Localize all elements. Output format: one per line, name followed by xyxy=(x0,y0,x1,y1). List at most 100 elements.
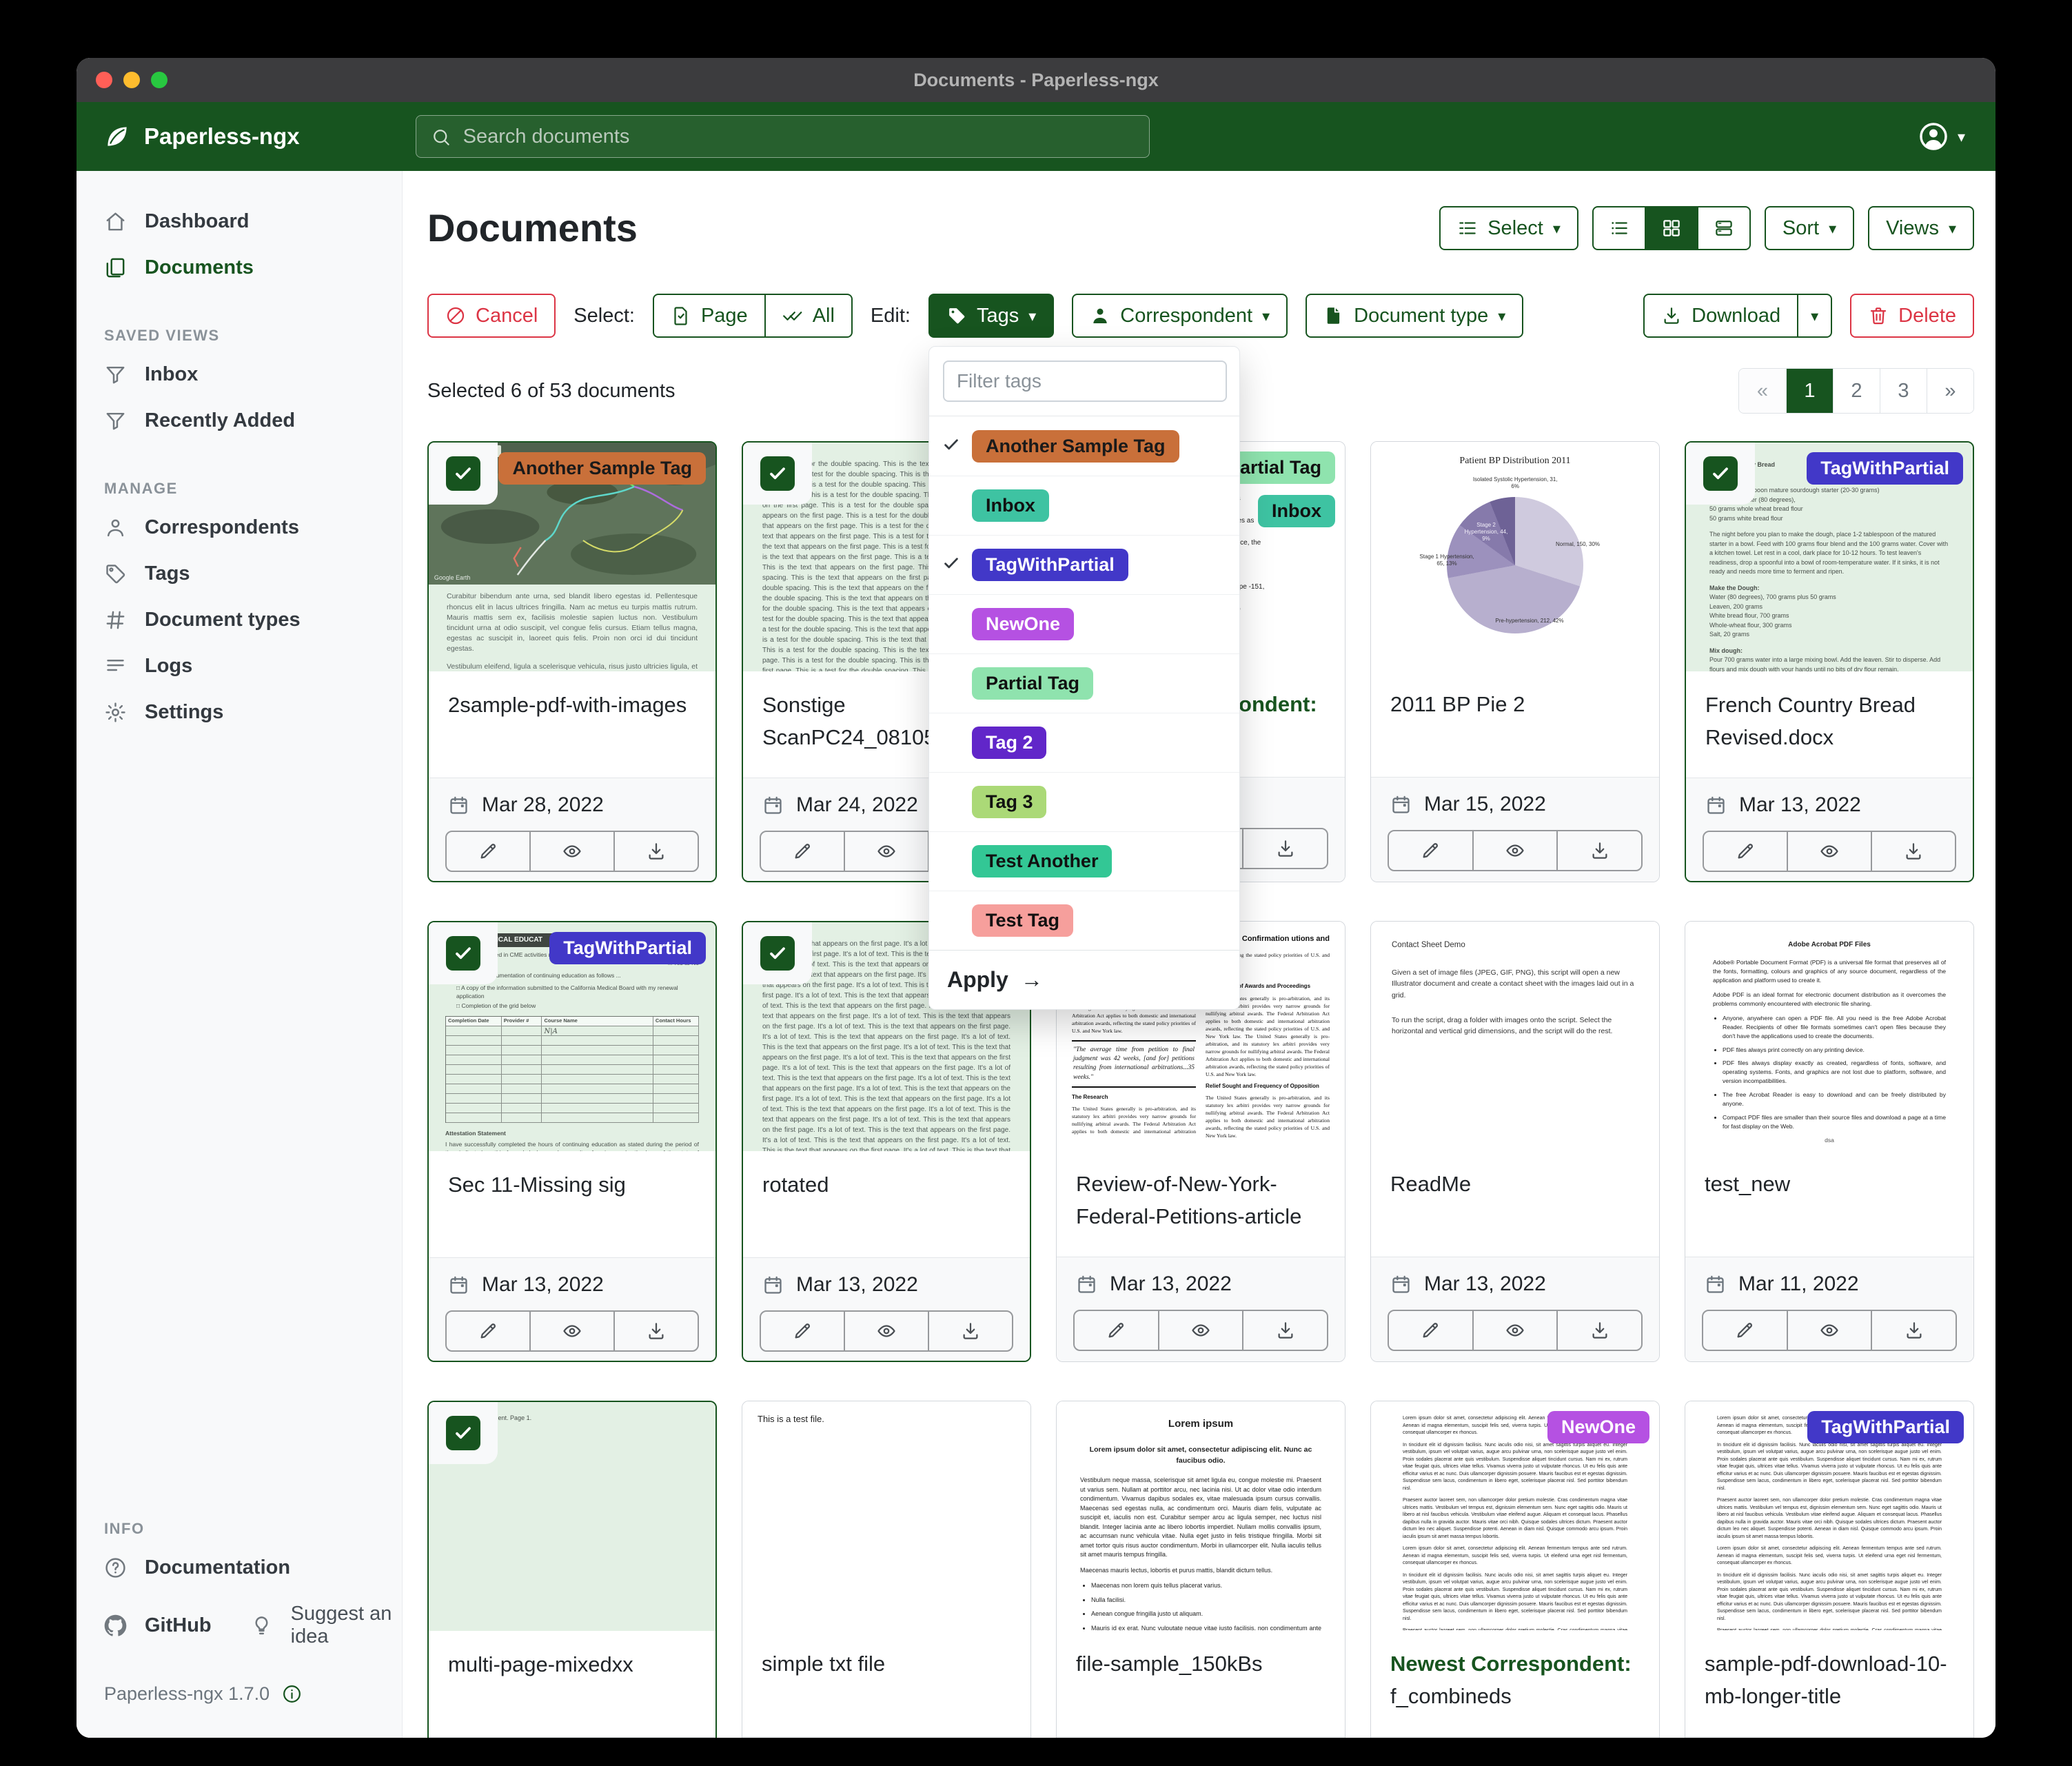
apply-tags-button[interactable]: Apply → xyxy=(928,950,1239,1009)
app-brand[interactable]: Paperless-ngx xyxy=(103,122,300,151)
download-document-button[interactable] xyxy=(1242,828,1329,870)
edit-document-button[interactable] xyxy=(760,831,845,873)
sidebar-item-document-types[interactable]: Document types xyxy=(104,597,402,643)
document-thumbnail[interactable]: Boundary Waters TripGoogle EarthCurabitu… xyxy=(429,443,715,672)
edit-document-button[interactable] xyxy=(1702,1310,1788,1352)
sort-menu-button[interactable]: Sort ▾ xyxy=(1764,206,1855,251)
download-document-button[interactable] xyxy=(1556,830,1643,872)
document-card[interactable]: Lorem ipsum dolor sit amet, consectetur … xyxy=(1685,1401,1974,1738)
view-list-button[interactable] xyxy=(1592,206,1646,251)
view-document-button[interactable] xyxy=(1787,831,1872,873)
document-thumbnail[interactable]: Lorem ipsum dolor sit amet, consectetur … xyxy=(1371,1401,1659,1631)
document-title[interactable]: sample-pdf-download-10-mb-longer-title xyxy=(1705,1652,1947,1708)
document-title[interactable]: Review-of-New-York-Federal-Petitions-art… xyxy=(1076,1172,1302,1228)
download-document-button[interactable] xyxy=(1871,831,1956,873)
pagination-next[interactable]: » xyxy=(1927,369,1973,414)
document-tag-badge[interactable]: TagWithPartial xyxy=(1807,1411,1964,1444)
document-thumbnail[interactable]: This is a test file. xyxy=(742,1401,1030,1631)
download-document-button[interactable] xyxy=(1871,1310,1958,1352)
download-document-button[interactable] xyxy=(1556,1310,1643,1352)
document-correspondent-label[interactable]: Newest Correspondent: xyxy=(1390,1652,1632,1676)
user-menu[interactable]: ▾ xyxy=(1918,121,1965,152)
document-title[interactable]: test_new xyxy=(1705,1172,1791,1197)
tag-option-partial-tag[interactable]: Partial Tag xyxy=(928,653,1239,713)
document-title[interactable]: Sonstige ScanPC24_081058 xyxy=(762,693,948,749)
document-title[interactable]: 2sample-pdf-with-images xyxy=(448,693,687,718)
select-all-button[interactable]: All xyxy=(764,294,853,338)
document-checkbox[interactable] xyxy=(429,443,498,505)
document-checkbox[interactable] xyxy=(429,922,498,985)
document-tag-badge[interactable]: TagWithPartial xyxy=(1807,452,1963,485)
pagination-page-3[interactable]: 3 xyxy=(1880,369,1927,414)
document-title[interactable]: Sec 11-Missing sig xyxy=(448,1173,626,1197)
document-checkbox[interactable] xyxy=(743,922,812,985)
view-document-button[interactable] xyxy=(1472,830,1558,872)
sidebar-item-settings[interactable]: Settings xyxy=(104,689,402,735)
document-thumbnail[interactable]: TINUING MEDICAL EDUCATHave you participa… xyxy=(429,922,715,1152)
document-title[interactable]: rotated xyxy=(762,1173,829,1197)
document-tag-badge[interactable]: NewOne xyxy=(1547,1411,1649,1444)
sidebar-item-recently-added[interactable]: Recently Added xyxy=(104,398,402,444)
document-title[interactable]: file-sample_150kBs xyxy=(1076,1652,1263,1676)
view-document-button[interactable] xyxy=(844,1310,929,1352)
document-card[interactable]: French Country BreadFor the Leaven1 heap… xyxy=(1685,441,1974,883)
edit-tags-button[interactable]: Tags ▾ xyxy=(928,294,1055,338)
edit-document-button[interactable] xyxy=(1703,831,1788,873)
document-card[interactable]: TINUING MEDICAL EDUCATHave you participa… xyxy=(427,921,717,1363)
sidebar-item-logs[interactable]: Logs xyxy=(104,643,402,689)
view-document-button[interactable] xyxy=(1157,1310,1244,1352)
download-options-button[interactable]: ▾ xyxy=(1797,294,1833,338)
document-tag-badge[interactable]: Inbox xyxy=(1258,495,1335,528)
search-input[interactable] xyxy=(415,115,1150,158)
view-document-button[interactable] xyxy=(1472,1310,1558,1352)
document-checkbox[interactable] xyxy=(1686,443,1755,505)
pagination-page-2[interactable]: 2 xyxy=(1833,369,1880,414)
window-minimize-button[interactable] xyxy=(123,72,140,88)
document-thumbnail[interactable]: Lorem ipsum Lorem ipsum dolor sit amet, c… xyxy=(1057,1401,1345,1631)
edit-correspondent-button[interactable]: Correspondent ▾ xyxy=(1072,294,1288,338)
document-thumbnail[interactable]: Adobe Acrobat PDF Files Adobe® Portable D… xyxy=(1685,922,1973,1151)
document-card[interactable]: a multi page document. Page 1. multi-page… xyxy=(427,1401,717,1738)
document-checkbox[interactable] xyxy=(743,443,812,505)
document-card[interactable]: Boundary Waters TripGoogle EarthCurabitu… xyxy=(427,441,717,883)
document-thumbnail[interactable]: a multi page document. Page 1. xyxy=(429,1402,715,1632)
tag-option-test-tag[interactable]: Test Tag xyxy=(928,891,1239,950)
download-document-button[interactable] xyxy=(1242,1310,1329,1352)
tag-option-tag-3[interactable]: Tag 3 xyxy=(928,772,1239,831)
view-document-button[interactable] xyxy=(529,831,615,873)
edit-document-type-button[interactable]: Document type ▾ xyxy=(1306,294,1524,338)
document-card[interactable]: Adobe Acrobat PDF Files Adobe® Portable D… xyxy=(1685,921,1974,1363)
document-card[interactable]: Lorem ipsum dolor sit amet, consectetur … xyxy=(1370,1401,1660,1738)
document-title[interactable]: French Country Bread Revised.docx xyxy=(1705,693,1916,749)
tag-option-another-sample-tag[interactable]: Another Sample Tag xyxy=(929,416,1239,476)
sidebar-item-dashboard[interactable]: Dashboard xyxy=(104,199,402,245)
document-title[interactable]: f_combineds xyxy=(1390,1683,1512,1708)
window-close-button[interactable] xyxy=(96,72,112,88)
document-card[interactable]: Lorem ipsum Lorem ipsum dolor sit amet, c… xyxy=(1056,1401,1345,1738)
edit-document-button[interactable] xyxy=(1388,1310,1474,1352)
delete-button[interactable]: Delete xyxy=(1850,294,1974,338)
view-grid-button[interactable] xyxy=(1644,206,1698,251)
sidebar-item-github[interactable]: GitHub xyxy=(104,1603,212,1649)
document-card[interactable]: Patient BP Distribution 2011 Isolated Sys… xyxy=(1370,441,1660,883)
sidebar-item-suggest-idea[interactable]: Suggest an idea xyxy=(250,1591,402,1660)
sidebar-item-inbox[interactable]: Inbox xyxy=(104,352,402,398)
download-button[interactable]: Download xyxy=(1643,294,1799,338)
sidebar-item-tags[interactable]: Tags xyxy=(104,551,402,597)
tag-option-inbox[interactable]: Inbox xyxy=(928,476,1239,535)
sidebar-item-documents[interactable]: Documents xyxy=(104,245,402,291)
edit-document-button[interactable] xyxy=(1073,1310,1159,1352)
tag-option-tag-2[interactable]: Tag 2 xyxy=(928,713,1239,772)
edit-document-button[interactable] xyxy=(760,1310,845,1352)
cancel-button[interactable]: Cancel xyxy=(427,294,556,338)
view-document-button[interactable] xyxy=(1786,1310,1873,1352)
view-document-button[interactable] xyxy=(529,1310,615,1352)
pagination-prev[interactable]: « xyxy=(1739,369,1786,414)
document-thumbnail[interactable]: Contact Sheet Demo Given a set of image f… xyxy=(1371,922,1659,1151)
filter-tags-input[interactable] xyxy=(942,361,1227,403)
document-tag-badge[interactable]: TagWithPartial xyxy=(549,932,706,965)
document-thumbnail[interactable]: French Country BreadFor the Leaven1 heap… xyxy=(1686,443,1973,672)
views-menu-button[interactable]: Views ▾ xyxy=(1868,206,1974,251)
download-document-button[interactable] xyxy=(613,1310,699,1352)
tag-option-newone[interactable]: NewOne xyxy=(928,594,1239,653)
